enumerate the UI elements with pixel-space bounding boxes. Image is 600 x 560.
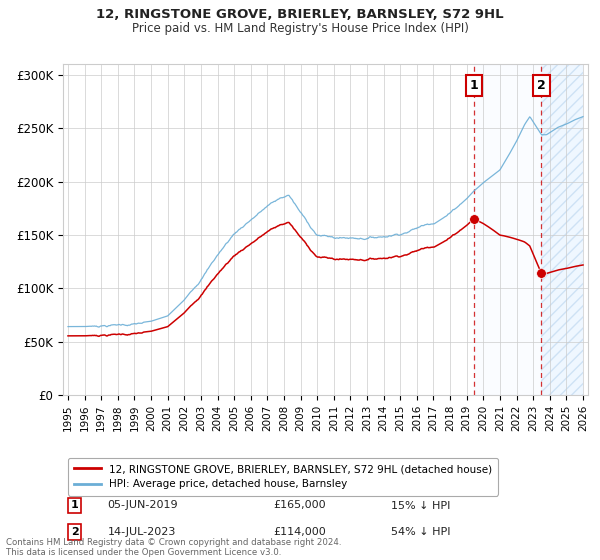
Text: Contains HM Land Registry data © Crown copyright and database right 2024.
This d: Contains HM Land Registry data © Crown c… [6,538,341,557]
Bar [541,64,583,395]
Bar [473,64,583,395]
Text: 2: 2 [537,79,546,92]
Text: 1: 1 [469,79,478,92]
Legend: 12, RINGSTONE GROVE, BRIERLEY, BARNSLEY, S72 9HL (detached house), HPI: Average : 12, RINGSTONE GROVE, BRIERLEY, BARNSLEY,… [68,458,498,496]
Text: 15% ↓ HPI: 15% ↓ HPI [391,501,451,511]
Text: £114,000: £114,000 [273,527,326,537]
Text: £165,000: £165,000 [273,501,326,511]
Text: Price paid vs. HM Land Registry's House Price Index (HPI): Price paid vs. HM Land Registry's House … [131,22,469,35]
Text: 1: 1 [71,501,79,511]
Text: 12, RINGSTONE GROVE, BRIERLEY, BARNSLEY, S72 9HL: 12, RINGSTONE GROVE, BRIERLEY, BARNSLEY,… [96,8,504,21]
Text: 2: 2 [71,527,79,537]
Bar [541,64,583,395]
Text: 54% ↓ HPI: 54% ↓ HPI [391,527,451,537]
Text: 05-JUN-2019: 05-JUN-2019 [107,501,178,511]
Text: 14-JUL-2023: 14-JUL-2023 [107,527,176,537]
